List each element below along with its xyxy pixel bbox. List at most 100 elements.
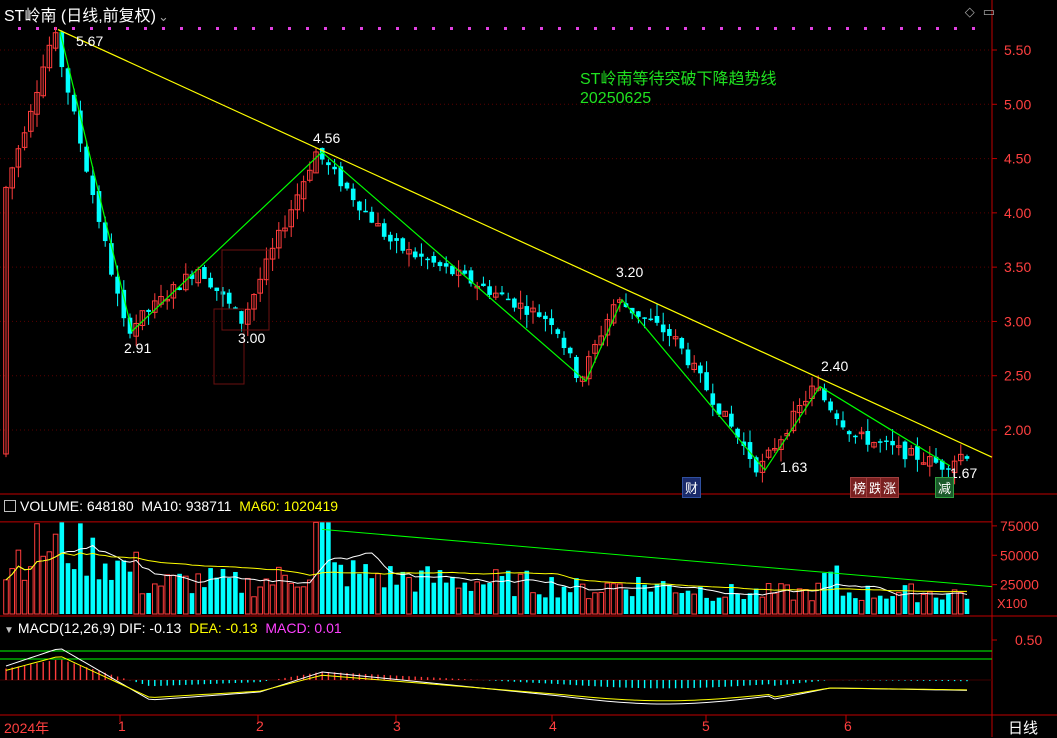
volume-bar-down [933,597,939,614]
volume-bar-down [555,597,561,614]
volume-bar-down [716,597,722,614]
candle-down [890,440,895,446]
top-marker-dot [234,27,237,30]
volume-bar-down [629,596,635,614]
volume-bar-up [691,593,698,615]
diamond-icon[interactable]: ◇ [964,4,975,19]
volume-bar-up [195,573,201,615]
volume-bar-down [865,585,871,614]
candle-down [648,318,654,321]
volume-bar-down [567,592,573,614]
candle-down [425,258,430,261]
candle-up [672,336,679,340]
top-marker-dot [828,27,831,30]
volume-bar-down [177,573,182,614]
candle-down [326,162,331,166]
ma10-value: 938711 [185,498,232,514]
top-marker-dot [144,27,147,30]
volume-bar-up [858,599,865,615]
volume-bar-up [759,596,766,615]
candle-down [102,222,108,242]
candle-down [177,287,182,291]
triangle-down-icon: ▼ [4,625,14,636]
volume-bar-up [294,586,301,615]
macd-dif-line [5,648,968,705]
candle-down [735,428,740,438]
period-selector[interactable]: 日线 [1008,720,1039,737]
macd-axis-label: 0.50 [1015,632,1042,648]
macd-value-label: MACD: [265,620,311,636]
top-marker-dot [504,27,507,30]
candle-down [884,440,889,442]
volume-axis-label-1: 50000 [1000,547,1039,563]
top-marker-dot [630,27,633,30]
volume-bar-down [102,563,108,614]
candle-up [375,223,381,227]
candle-down [233,307,238,309]
top-marker-dot [756,27,759,30]
top-marker-dot [936,27,939,30]
chevron-down-icon[interactable]: ⌄ [158,9,169,24]
candle-down [394,238,399,241]
volume-bar-down [59,522,65,614]
volume-bar-down [710,600,716,614]
macd-indicator-bar[interactable]: ▼ MACD(12,26,9) DIF: -0.13 DEA: -0.13 MAC… [4,620,342,636]
macd-value: 0.01 [314,620,342,636]
volume-bar-up [455,587,462,615]
top-marker-dot [576,27,579,30]
top-marker-dot [972,27,975,30]
volume-bar-down [729,584,734,614]
candle-up [759,460,766,473]
volume-bar-down [915,602,920,614]
volume-bar-down [660,581,666,614]
candle-up [896,445,902,448]
volume-bar-up [276,566,282,615]
candle-down [319,147,325,160]
volume-indicator-bar[interactable]: VOLUME: 648180 MA10: 938711 MA60: 102041… [4,498,338,514]
candle-down [239,311,244,324]
candle-down [642,317,647,319]
candle-up [493,292,499,298]
window-icon[interactable]: ▭ [982,4,995,19]
volume-bar-down [115,560,120,614]
price-axis-label-3: 4.00 [1004,205,1031,221]
top-marker-dot [180,27,183,30]
volume-bar-up [530,592,536,615]
top-marker-dot [36,27,39,30]
top-marker-dot [702,27,705,30]
volume-bar-down [462,582,468,614]
volume-label: VOLUME: [20,498,84,514]
volume-bar-down [350,560,356,614]
volume-bar-down [388,566,393,614]
candle-down [549,318,554,326]
volume-bar-down [431,582,437,614]
event-tag-finance[interactable]: 财 [682,477,702,498]
volume-bar-up [778,583,784,615]
candle-up [9,167,15,189]
candle-down [865,430,871,445]
candle-down [853,435,858,438]
candle-up [28,110,34,132]
candle-up [313,151,319,174]
candle-up [300,181,307,200]
candle-up [294,194,301,211]
candle-down [741,441,747,446]
candle-down [964,456,970,459]
top-marker-dot [810,27,813,30]
event-tag-reduce[interactable]: 减 [935,477,955,498]
volume-bar-down [853,598,858,614]
top-marker-dot [900,27,903,30]
stock-title[interactable]: ST岭南 (日线,前复权) ⌄ [4,2,169,26]
event-tag-rise[interactable]: 涨 [880,477,900,498]
volume-bar-down [121,560,127,614]
volume-bar-down [549,577,554,614]
candle-up [282,227,288,232]
x-label-1: 1 [118,718,126,734]
event-tag-list[interactable]: 榜 [850,477,870,498]
candle-up [152,300,158,313]
volume-bar-down [332,562,337,614]
volume-bar-down [946,593,951,614]
candle-down [512,298,517,308]
candle-down [90,175,96,196]
